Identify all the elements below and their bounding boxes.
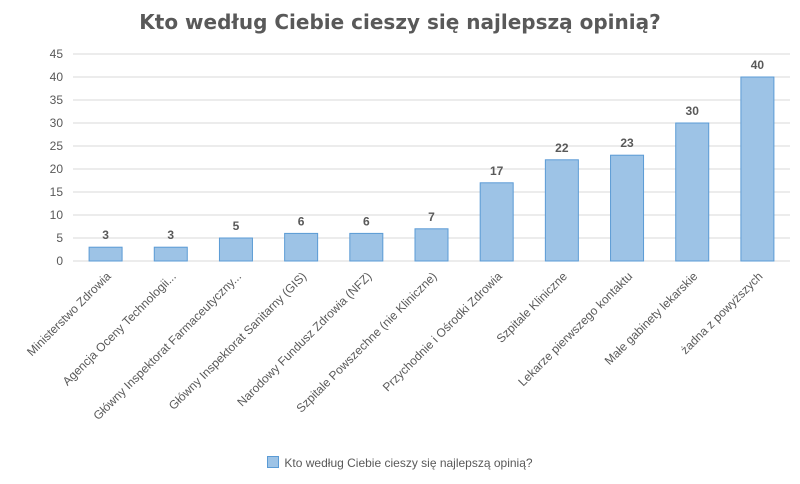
y-tick-label: 45: [50, 47, 64, 61]
bar: [544, 159, 579, 262]
x-tick-label: Przychodnie i Ośrodki Zdrowia: [380, 269, 505, 394]
data-label: 6: [363, 214, 370, 228]
bar: [284, 232, 319, 262]
y-tick-label: 40: [50, 70, 64, 84]
bar: [610, 154, 645, 262]
data-label: 5: [233, 219, 240, 233]
x-tick-label: Narodowy Fundusz Zdrowia (NFZ): [234, 269, 374, 409]
legend: Kto według Ciebie cieszy się najlepszą o…: [0, 456, 800, 470]
data-labels: 3 3 5 6 6 7 17 22 23 30 40: [102, 58, 764, 242]
y-axis-ticks: 0 5 10 15 20 25 30 35 40 45: [50, 47, 64, 268]
legend-label: Kto według Ciebie cieszy się najlepszą o…: [284, 456, 533, 470]
data-label: 22: [555, 141, 569, 155]
x-tick-label: Lekarze pierwszego kontaktu: [515, 269, 635, 389]
bar: [218, 237, 253, 262]
x-tick-label: Szpitale Kliniczne: [494, 269, 571, 346]
y-tick-label: 30: [50, 116, 64, 130]
y-tick-label: 10: [50, 208, 64, 222]
data-label: 7: [428, 210, 435, 224]
y-tick-label: 35: [50, 93, 64, 107]
x-tick-label: Agencja Oceny Technologii...: [60, 269, 179, 388]
chart-title: Kto według Ciebie cieszy się najlepszą o…: [139, 10, 661, 34]
data-label: 6: [298, 214, 305, 228]
data-label: 30: [686, 104, 700, 118]
legend-swatch: [267, 456, 280, 468]
y-tick-label: 20: [50, 162, 64, 176]
data-label: 40: [751, 58, 765, 72]
bar: [153, 246, 188, 262]
x-tick-label: Szpitale Powszechne (nie Kliniczne): [293, 269, 439, 415]
x-tick-label: Główny Inspektorat Sanitarny (GIS): [166, 269, 309, 412]
y-tick-label: 15: [50, 185, 64, 199]
y-tick-label: 25: [50, 139, 64, 153]
bar: [414, 228, 449, 262]
bar: [88, 246, 123, 262]
data-label: 3: [167, 228, 174, 242]
bar: [479, 182, 514, 262]
bar: [740, 76, 775, 262]
y-tick-label: 5: [56, 231, 63, 245]
x-tick-label: Główny Inspektorat Farmaceutyczny...: [91, 269, 245, 423]
bars: [88, 76, 775, 262]
bar: [349, 232, 384, 262]
data-label: 3: [102, 228, 109, 242]
y-tick-label: 0: [56, 254, 63, 268]
data-label: 23: [620, 136, 634, 150]
bar: [675, 122, 710, 262]
data-label: 17: [490, 164, 504, 178]
